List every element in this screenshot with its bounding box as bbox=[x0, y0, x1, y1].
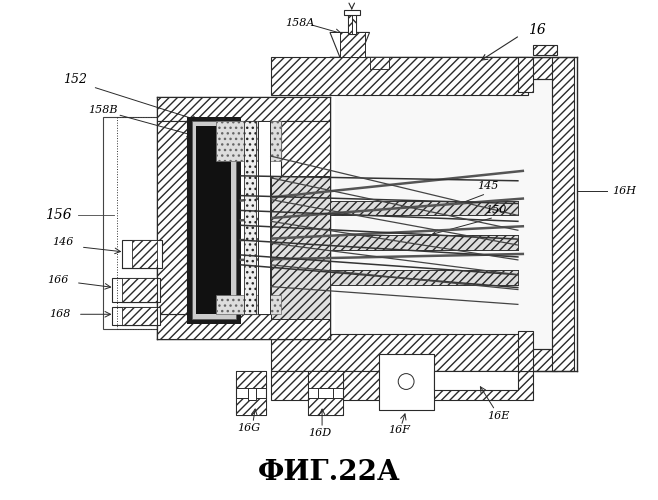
Bar bbox=[236, 370, 266, 388]
Text: 166: 166 bbox=[47, 274, 68, 284]
Bar bbox=[157, 314, 330, 339]
Bar bbox=[122, 308, 157, 325]
Bar bbox=[258, 122, 270, 314]
Bar bbox=[308, 370, 343, 415]
Text: 152: 152 bbox=[63, 74, 87, 86]
Bar bbox=[308, 398, 343, 415]
Bar bbox=[270, 334, 528, 370]
Bar bbox=[370, 57, 390, 69]
Text: 150: 150 bbox=[486, 206, 507, 216]
Bar bbox=[340, 32, 365, 57]
Text: 145: 145 bbox=[478, 180, 499, 190]
Bar bbox=[280, 122, 330, 314]
Bar bbox=[270, 370, 533, 400]
Bar bbox=[335, 79, 553, 349]
Bar bbox=[216, 122, 280, 161]
Bar bbox=[380, 354, 434, 410]
Bar bbox=[434, 370, 518, 390]
Circle shape bbox=[398, 374, 414, 390]
Bar bbox=[236, 370, 266, 415]
Text: 16H: 16H bbox=[612, 186, 636, 196]
Bar bbox=[308, 370, 343, 388]
Bar bbox=[113, 308, 160, 325]
Bar bbox=[330, 235, 518, 250]
Bar bbox=[533, 46, 557, 55]
Bar bbox=[330, 349, 557, 370]
Bar bbox=[352, 12, 356, 34]
Bar bbox=[380, 394, 434, 410]
Text: 16E: 16E bbox=[487, 411, 509, 421]
Bar bbox=[434, 370, 518, 390]
Bar bbox=[122, 240, 162, 268]
Bar bbox=[197, 126, 231, 314]
Text: 156: 156 bbox=[45, 208, 71, 222]
Polygon shape bbox=[330, 32, 370, 57]
Bar bbox=[348, 12, 356, 34]
Text: 16F: 16F bbox=[388, 425, 410, 435]
Bar bbox=[348, 12, 352, 34]
Text: 168: 168 bbox=[49, 310, 70, 320]
Bar bbox=[270, 57, 528, 94]
Bar bbox=[122, 278, 157, 302]
Bar bbox=[380, 354, 434, 370]
Bar bbox=[330, 270, 518, 284]
Bar bbox=[344, 10, 360, 14]
Bar bbox=[244, 122, 256, 314]
Bar bbox=[236, 398, 266, 415]
Text: 146: 146 bbox=[52, 237, 74, 247]
Bar bbox=[553, 57, 574, 370]
Bar bbox=[157, 122, 187, 314]
Bar bbox=[370, 57, 390, 69]
Text: 158A: 158A bbox=[286, 18, 315, 28]
Bar bbox=[157, 96, 330, 122]
Bar bbox=[330, 200, 518, 216]
Bar bbox=[248, 388, 256, 400]
Text: 16D: 16D bbox=[309, 428, 332, 438]
Bar bbox=[518, 57, 533, 92]
Bar bbox=[216, 294, 280, 314]
Bar bbox=[132, 240, 157, 268]
Text: ФИГ.22А: ФИГ.22А bbox=[258, 459, 400, 486]
Bar bbox=[113, 278, 160, 302]
Bar bbox=[518, 331, 533, 370]
Bar bbox=[270, 176, 330, 319]
Bar bbox=[318, 388, 333, 398]
Text: 158B: 158B bbox=[88, 104, 117, 115]
Text: 16G: 16G bbox=[238, 423, 261, 433]
Bar bbox=[103, 116, 162, 329]
Bar bbox=[187, 116, 241, 324]
Text: 16: 16 bbox=[528, 24, 545, 38]
Bar bbox=[330, 57, 557, 79]
Bar bbox=[244, 122, 256, 314]
Bar bbox=[191, 122, 236, 319]
